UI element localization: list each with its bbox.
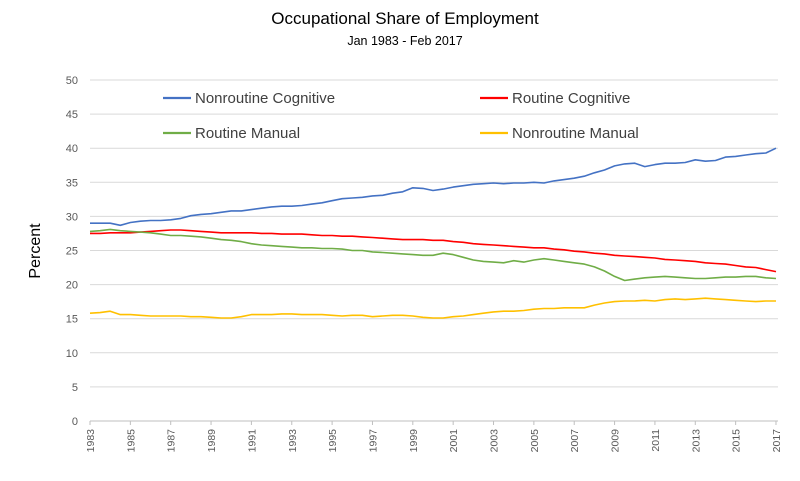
- y-tick-label: 10: [66, 348, 78, 360]
- x-tick-label: 2003: [489, 429, 501, 453]
- x-tick-label: 1991: [246, 429, 258, 453]
- x-tick-label: 1997: [367, 429, 379, 453]
- x-tick-label: 2001: [448, 429, 460, 453]
- legend-label-routine-manual: Routine Manual: [195, 125, 300, 142]
- x-tick-label: 1999: [408, 429, 420, 453]
- chart-subtitle: Jan 1983 - Feb 2017: [347, 34, 462, 48]
- series-line-routine-cognitive: [90, 229, 777, 273]
- x-tick-label: 2009: [610, 429, 622, 453]
- series-line-nonroutine-cognitive: [90, 147, 777, 227]
- y-tick-label: 0: [72, 416, 78, 428]
- y-tick-label: 15: [66, 314, 78, 326]
- x-tick-label: 1993: [287, 429, 299, 453]
- y-tick-label: 45: [66, 109, 78, 121]
- y-axis-label: Percent: [27, 223, 44, 279]
- y-tick-label: 25: [66, 246, 78, 258]
- y-tick-label: 30: [66, 211, 78, 223]
- x-tick-label: 2017: [771, 429, 783, 453]
- y-tick-label: 20: [66, 280, 78, 292]
- series-line-nonroutine-manual: [89, 297, 776, 319]
- x-tick-label: 1995: [327, 429, 339, 453]
- x-tick-label: 2015: [731, 429, 743, 453]
- x-tick-label: 2007: [569, 429, 581, 453]
- legend-label-nonroutine-cognitive: Nonroutine Cognitive: [195, 90, 335, 107]
- legend: Nonroutine Cognitive Routine Cognitive Rou…: [163, 90, 639, 142]
- gridlines: [89, 79, 778, 425]
- x-tick-labels: 1983 1985 1987 1989 1991 1993 1995 1997 1999 2001…: [85, 429, 783, 453]
- series-lines: [89, 147, 777, 319]
- x-tick-label: 1987: [166, 429, 178, 453]
- x-tick-label: 1983: [85, 429, 97, 453]
- series-line-routine-manual: [89, 228, 777, 282]
- legend-label-routine-cognitive: Routine Cognitive: [512, 90, 630, 107]
- chart-title: Occupational Share of Employment: [271, 9, 539, 28]
- x-tick-label: 2005: [529, 429, 541, 453]
- y-tick-label: 5: [72, 382, 78, 394]
- y-tick-label: 40: [66, 143, 78, 155]
- x-tick-label: 2011: [650, 429, 662, 452]
- legend-label-nonroutine-manual: Nonroutine Manual: [512, 125, 639, 142]
- y-tick-label: 50: [66, 75, 78, 87]
- x-tick-label: 1989: [206, 429, 218, 453]
- x-tick-label: 2013: [690, 429, 702, 453]
- y-tick-label: 35: [66, 177, 78, 189]
- y-tick-labels: 0 5 10 15 20 25 30 35 40 45 50: [66, 75, 78, 428]
- x-tick-label: 1985: [125, 429, 137, 453]
